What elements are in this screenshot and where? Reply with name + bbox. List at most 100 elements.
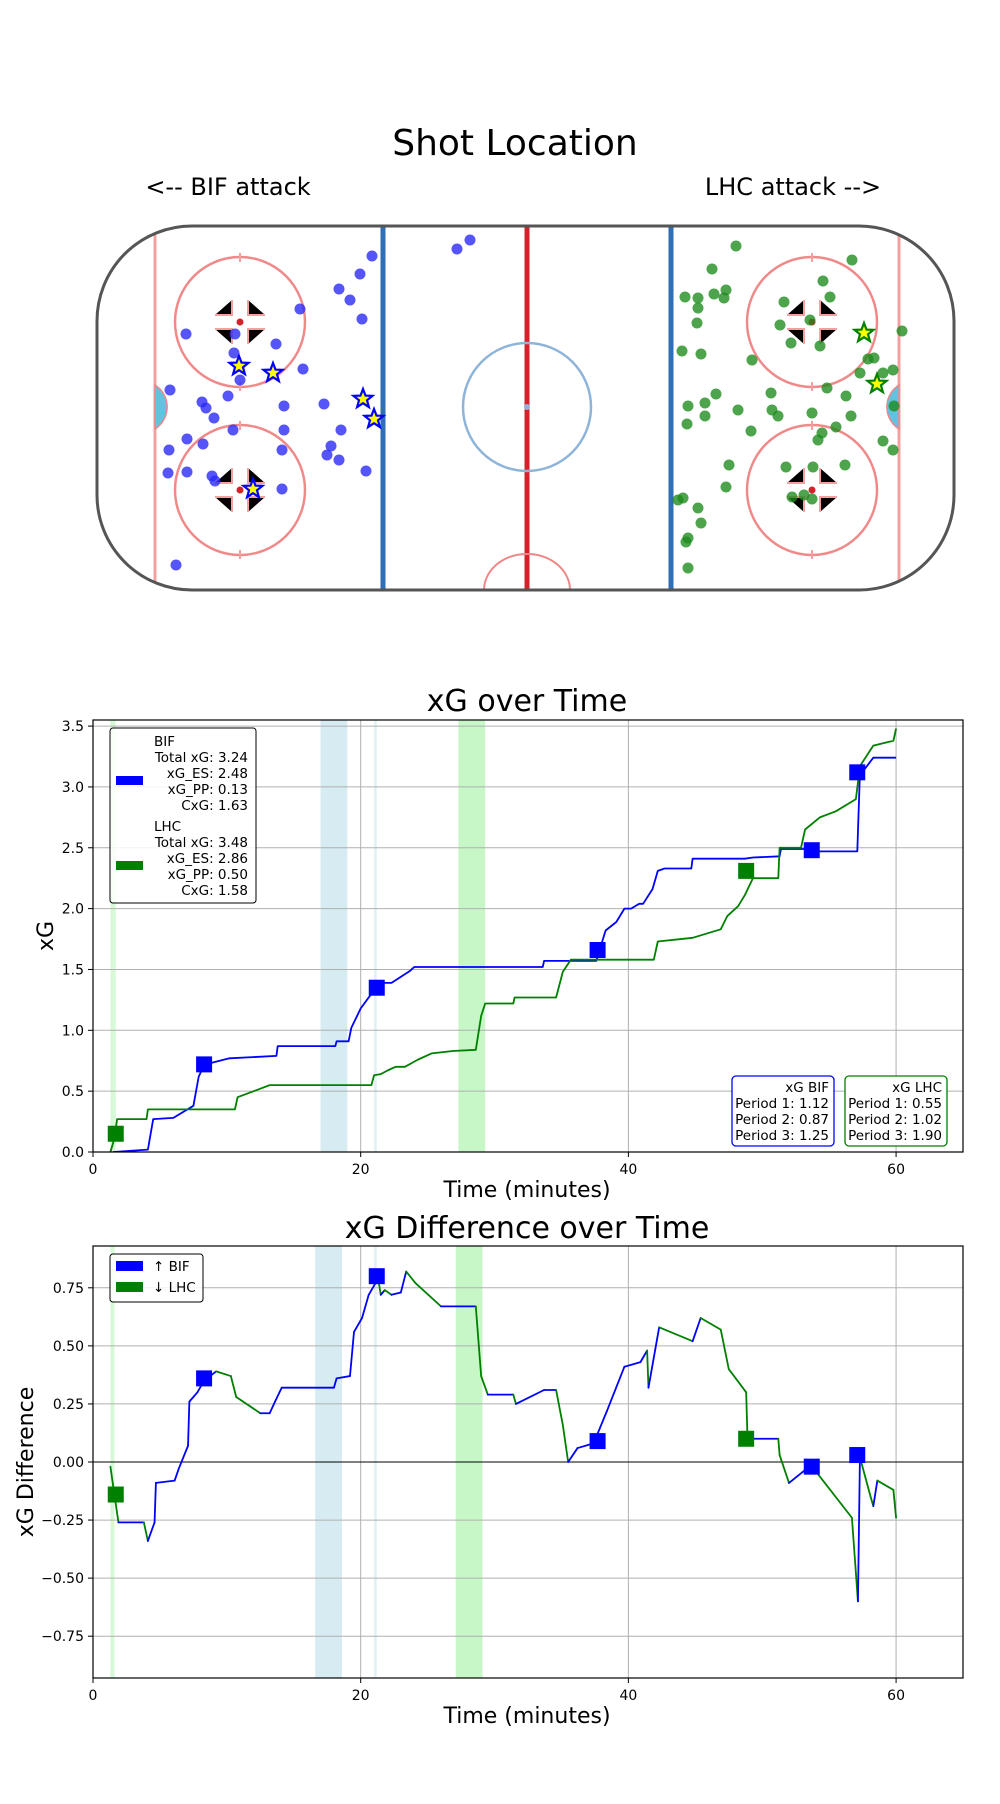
legend-line: ↑ BIF [153,1259,190,1275]
bif-shot-marker [197,438,209,450]
bif-goal-star-marker [226,352,252,377]
lhc-shot-marker [887,444,899,456]
bif-shot-marker [325,440,337,452]
period-box-line: Period 1: 0.55 [848,1096,942,1112]
lhc-goal-star-marker [864,370,890,395]
y-tick-label: 0.50 [53,1339,84,1355]
bif-shot-marker [208,412,220,424]
diff-segment-lhc [727,1368,748,1394]
bif-shot-marker [209,475,221,487]
lhc-shot-marker [778,296,790,308]
lhc-shot-marker [814,340,826,352]
lhc-shot-marker [780,461,792,473]
bif-shot-marker [321,449,333,461]
period-box-line: Period 3: 1.25 [735,1128,829,1144]
legend-swatch-bif [116,1261,143,1271]
goal-marker-bif [803,842,820,859]
shot-markers [162,234,908,574]
crease-left [154,383,168,431]
rink-title: Shot Location [392,123,638,164]
diff-segment-lhc [646,1349,650,1389]
lhc-shot-marker [786,491,798,503]
diff-segment-bif [399,1270,408,1294]
legend-line: xG_PP: 0.13 [168,782,248,798]
period-box-line: Period 2: 0.87 [735,1112,829,1128]
lhc-shot-marker [765,387,777,399]
lhc-shot-marker [708,288,720,300]
x-tick-label: 0 [89,1688,98,1704]
diff-segment-bif [639,1349,649,1364]
lhc-shot-marker [682,400,694,412]
bif-shot-marker [163,444,175,456]
legend-line: LHC [154,819,181,835]
hash-marks [215,253,837,559]
lhc-shot-marker [817,275,829,287]
lhc-shot-marker [695,348,707,360]
lhc-shot-marker [887,364,899,376]
bif-shot-marker [333,454,345,466]
diff-segment-lhc [229,1375,238,1398]
goal-marker-bif [589,941,606,958]
goal-marker-bif [368,979,385,996]
rink-left-label: <-- BIF attack [145,173,310,201]
period-box-lhc [844,1075,948,1147]
bif-shot-marker [270,338,282,350]
diff-segment-lhc [235,1396,262,1415]
y-tick-label: 0.75 [53,1281,84,1297]
legend-line: Total xG: 3.24 [154,750,248,766]
lhc-shot-marker [676,345,688,357]
diff-segment-lhc [892,1488,897,1519]
diff-segment-bif [274,1386,283,1403]
lhc-shot-marker [681,418,693,430]
lhc-shot-marker [812,434,824,446]
penalty-band-bif [374,720,377,1152]
goal-marker-lhc [738,1430,755,1447]
diff-segment-bif [361,1293,370,1319]
lhc-shot-marker [710,388,722,400]
diff-segment-bif [390,1291,402,1296]
chart1-axes-frame [92,719,964,1153]
diff-segment-bif [872,1479,879,1508]
diff-segment-lhc [876,1479,895,1491]
legend-line: BIF [154,734,175,750]
bif-goal-star-marker [361,405,387,430]
lhc-shot-marker [840,390,852,402]
diff-segment-bif [333,1377,338,1389]
bif-shot-marker [354,268,366,280]
y-tick-label: 2.5 [62,841,84,857]
y-tick-label: 0.5 [62,1084,84,1100]
goal-marker-bif [589,1433,606,1450]
x-tick-label: 20 [352,1162,370,1178]
y-tick-label: 3.0 [62,780,84,796]
lhc-shot-marker [877,367,889,379]
lhc-shot-marker [772,410,784,422]
bif-shot-marker [181,466,193,478]
diff-segment-bif [379,1289,386,1296]
bif-shot-marker [318,398,330,410]
legend-line: CxG: 1.58 [181,883,248,899]
lhc-shot-marker [785,337,797,349]
bif-shot-marker [464,234,476,246]
bif-shot-marker [297,363,309,375]
legend-line: Total xG: 3.48 [154,835,248,851]
y-tick-label: 0.00 [53,1455,84,1471]
bif-goal-star-marker [240,475,266,500]
faceoff-dot [236,486,244,494]
bif-shot-marker [229,328,241,340]
lhc-shot-marker [695,517,707,529]
diff-segment-lhc [561,1423,570,1463]
lhc-shot-marker [888,400,900,412]
x-tick-label: 0 [89,1162,98,1178]
diff-segment-bif [567,1447,579,1463]
diff-segment-bif [153,1482,157,1524]
y-tick-label: 1.0 [62,1023,84,1039]
lhc-shot-marker [679,291,691,303]
diff-segment-lhc [814,1470,853,1519]
legend-swatch-lhc [116,1282,143,1292]
chart2-ylabel: xG Difference [14,1387,39,1537]
chart2-title: xG Difference over Time [345,1211,710,1246]
bif-shot-marker [170,559,182,571]
y-tick-label: −0.25 [41,1513,84,1529]
goal-marker-bif [849,764,866,781]
bif-shot-marker [227,424,239,436]
